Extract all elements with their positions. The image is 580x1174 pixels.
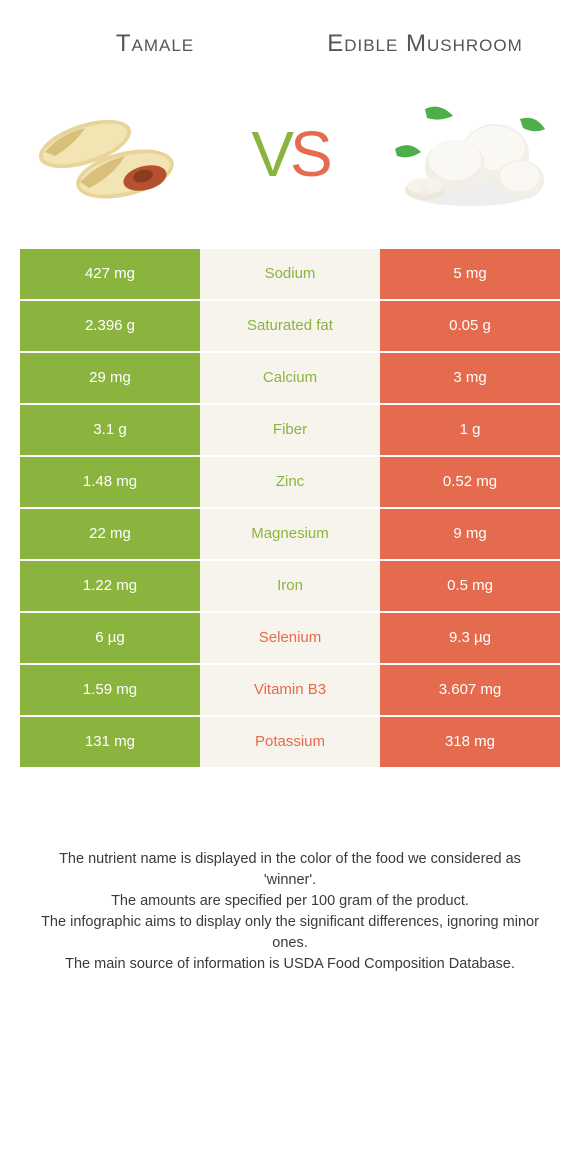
table-row: 22 mgMagnesium9 mg <box>20 509 560 561</box>
cell-right: 5 mg <box>380 249 560 299</box>
footer-notes: The nutrient name is displayed in the co… <box>0 789 580 1035</box>
cell-right: 9.3 µg <box>380 613 560 663</box>
cell-label: Saturated fat <box>200 301 380 351</box>
table-row: 2.396 gSaturated fat0.05 g <box>20 301 560 353</box>
table-row: 6 µgSelenium9.3 µg <box>20 613 560 665</box>
cell-right: 0.5 mg <box>380 561 560 611</box>
footer-line: The main source of information is USDA F… <box>40 954 540 975</box>
table-row: 1.22 mgIron0.5 mg <box>20 561 560 613</box>
cell-left: 131 mg <box>20 717 200 767</box>
cell-label: Fiber <box>200 405 380 455</box>
tamale-image <box>20 89 200 219</box>
cell-left: 29 mg <box>20 353 200 403</box>
cell-right: 0.52 mg <box>380 457 560 507</box>
cell-left: 1.59 mg <box>20 665 200 715</box>
cell-left: 3.1 g <box>20 405 200 455</box>
cell-left: 1.48 mg <box>20 457 200 507</box>
table-row: 427 mgSodium5 mg <box>20 249 560 301</box>
cell-right: 9 mg <box>380 509 560 559</box>
cell-left: 2.396 g <box>20 301 200 351</box>
footer-line: The amounts are specified per 100 gram o… <box>40 891 540 912</box>
cell-label: Magnesium <box>200 509 380 559</box>
cell-label: Calcium <box>200 353 380 403</box>
cell-left: 6 µg <box>20 613 200 663</box>
images-row: VS <box>0 69 580 249</box>
cell-right: 3.607 mg <box>380 665 560 715</box>
cell-left: 22 mg <box>20 509 200 559</box>
mushroom-image <box>380 89 560 219</box>
cell-right: 1 g <box>380 405 560 455</box>
cell-right: 0.05 g <box>380 301 560 351</box>
comparison-table: 427 mgSodium5 mg2.396 gSaturated fat0.05… <box>0 249 580 789</box>
table-row: 3.1 gFiber1 g <box>20 405 560 457</box>
footer-line: The nutrient name is displayed in the co… <box>40 849 540 891</box>
header: Tamale Edible Mushroom <box>0 0 580 69</box>
cell-left: 427 mg <box>20 249 200 299</box>
cell-left: 1.22 mg <box>20 561 200 611</box>
table-row: 29 mgCalcium3 mg <box>20 353 560 405</box>
cell-right: 3 mg <box>380 353 560 403</box>
vs-s: S <box>290 118 329 190</box>
footer-line: The infographic aims to display only the… <box>40 912 540 954</box>
cell-label: Zinc <box>200 457 380 507</box>
cell-right: 318 mg <box>380 717 560 767</box>
cell-label: Iron <box>200 561 380 611</box>
table-row: 131 mgPotassium318 mg <box>20 717 560 769</box>
cell-label: Sodium <box>200 249 380 299</box>
vs-label: VS <box>251 117 328 191</box>
vs-v: V <box>251 118 290 190</box>
cell-label: Selenium <box>200 613 380 663</box>
cell-label: Vitamin B3 <box>200 665 380 715</box>
header-left: Tamale <box>20 30 290 59</box>
cell-label: Potassium <box>200 717 380 767</box>
header-right: Edible Mushroom <box>290 30 560 59</box>
table-row: 1.48 mgZinc0.52 mg <box>20 457 560 509</box>
table-row: 1.59 mgVitamin B33.607 mg <box>20 665 560 717</box>
